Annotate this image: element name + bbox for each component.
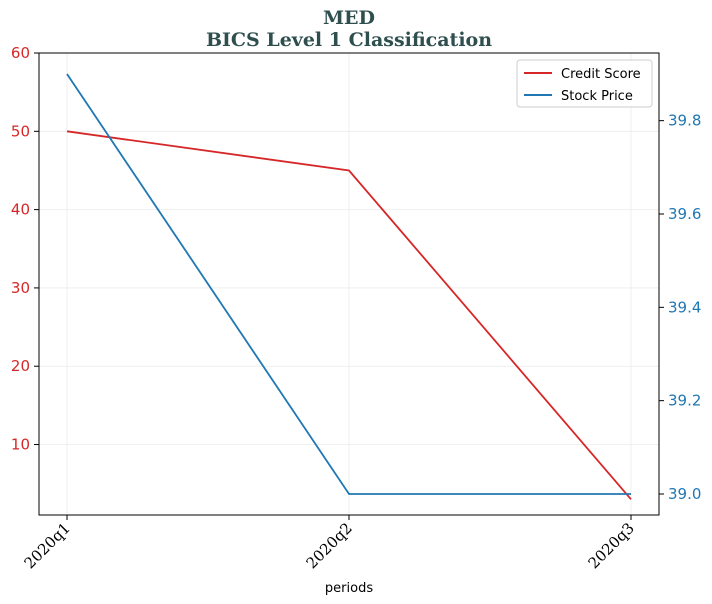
- right-tick-label: 39.0: [668, 485, 701, 503]
- grid: [39, 52, 659, 515]
- right-tick-label: 39.8: [668, 112, 701, 130]
- x-tick-label: 2020q1: [21, 519, 74, 572]
- left-tick-label: 40: [11, 201, 30, 219]
- right-tick-label: 39.6: [668, 205, 701, 223]
- chart-title: MED: [323, 7, 375, 29]
- left-tick-label: 50: [11, 122, 30, 140]
- legend-label-stock-price: Stock Price: [561, 89, 633, 104]
- left-tick-label: 60: [11, 44, 30, 62]
- x-axis-label: periods: [325, 581, 373, 596]
- right-tick-label: 39.4: [668, 298, 701, 316]
- left-tick-label: 20: [11, 357, 30, 375]
- left-tick-label: 10: [11, 436, 30, 454]
- right-axis: 39.0 39.2 39.4 39.6 39.8: [659, 112, 701, 503]
- chart-subtitle: BICS Level 1 Classification: [206, 29, 492, 51]
- right-tick-label: 39.2: [668, 392, 701, 410]
- legend: Credit Score Stock Price: [516, 59, 653, 108]
- legend-label-credit-score: Credit Score: [561, 67, 641, 82]
- left-axis: 10 20 30 40 50 60: [11, 44, 39, 454]
- left-tick-label: 30: [11, 279, 30, 297]
- x-axis: 2020q1 2020q2 2020q3: [21, 515, 638, 572]
- x-tick-label: 2020q3: [585, 519, 638, 572]
- series-line-credit-score: [66, 130, 632, 500]
- x-tick-label: 2020q2: [303, 519, 356, 572]
- series-layer: [66, 73, 632, 500]
- series-line-stock-price: [66, 73, 631, 495]
